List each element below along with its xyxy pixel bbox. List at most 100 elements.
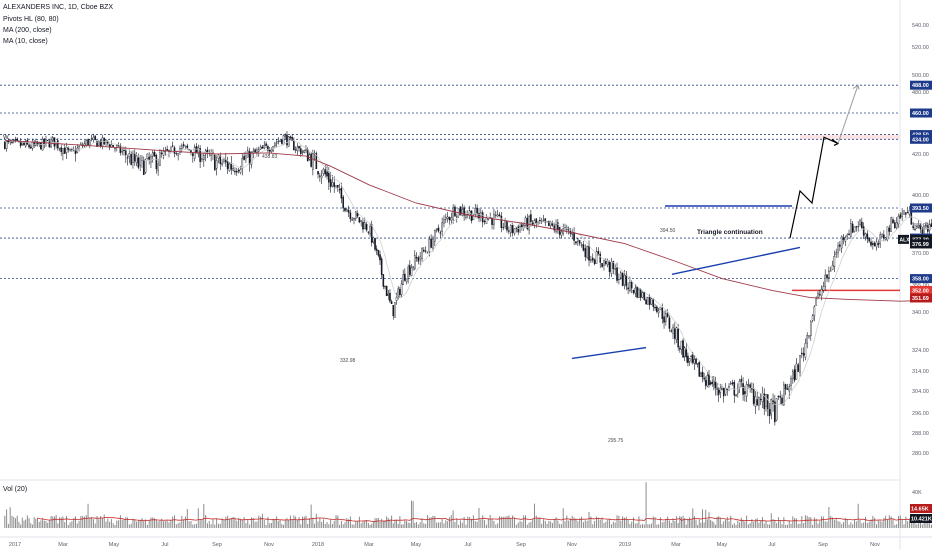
candle-body bbox=[233, 168, 234, 170]
candle-body bbox=[810, 322, 811, 336]
volume-bar bbox=[129, 525, 130, 528]
volume-bar bbox=[394, 520, 395, 528]
volume-bar bbox=[115, 525, 116, 528]
volume-bar bbox=[769, 525, 770, 528]
candle-body bbox=[505, 220, 506, 226]
volume-bar bbox=[852, 524, 853, 528]
volume-bar bbox=[574, 517, 575, 528]
candle-body bbox=[896, 222, 897, 228]
candle-body bbox=[366, 224, 367, 230]
volume-bar bbox=[102, 519, 103, 528]
volume-bar bbox=[626, 517, 627, 528]
candle-body bbox=[618, 279, 619, 280]
volume-bar bbox=[814, 518, 815, 528]
volume-bar bbox=[249, 524, 250, 528]
candle-body bbox=[434, 230, 435, 241]
candle-body bbox=[335, 186, 336, 187]
volume-bar bbox=[187, 509, 188, 528]
candle-body bbox=[132, 153, 133, 163]
candle-body bbox=[150, 157, 151, 163]
volume-bar bbox=[863, 522, 864, 528]
volume-bar bbox=[27, 515, 28, 528]
candle-body bbox=[854, 227, 855, 232]
volume-bar bbox=[692, 508, 693, 528]
volume-bar bbox=[86, 515, 87, 528]
candle-body bbox=[379, 255, 380, 260]
candle-body bbox=[577, 239, 578, 242]
volume-bar bbox=[577, 521, 578, 528]
volume-bar bbox=[800, 523, 801, 528]
volume-bar bbox=[309, 518, 310, 528]
candle-body bbox=[136, 156, 137, 163]
volume-bar bbox=[644, 524, 645, 528]
volume-bar bbox=[447, 521, 448, 528]
volume-bar bbox=[359, 517, 360, 528]
candle-body bbox=[293, 141, 294, 150]
volume-bar bbox=[841, 524, 842, 528]
candle-body bbox=[214, 155, 215, 170]
volume-bar bbox=[190, 521, 191, 528]
candle-body bbox=[418, 258, 419, 262]
candle-body bbox=[739, 381, 740, 388]
candle-body bbox=[104, 138, 105, 144]
candle-body bbox=[403, 275, 404, 285]
candle-body bbox=[889, 228, 890, 231]
close-price-text: 376.99 bbox=[912, 242, 929, 248]
volume-bar bbox=[572, 516, 573, 528]
volume-bar bbox=[163, 521, 164, 528]
volume-bar bbox=[116, 521, 117, 528]
time-axis-label: Sep bbox=[818, 542, 828, 548]
candle-body bbox=[244, 156, 245, 160]
candle-body bbox=[344, 208, 345, 210]
candle-body bbox=[774, 402, 775, 422]
volume-bar bbox=[408, 523, 409, 528]
candle-body bbox=[95, 136, 96, 140]
candle-body bbox=[828, 271, 829, 277]
volume-bar bbox=[598, 518, 599, 528]
volume-bar bbox=[635, 524, 636, 528]
candle-body bbox=[458, 209, 459, 216]
candle-body bbox=[812, 316, 813, 321]
candle-body bbox=[8, 141, 9, 142]
volume-bar bbox=[242, 519, 243, 528]
volume-bar bbox=[6, 509, 7, 528]
candle-body bbox=[267, 146, 268, 150]
candle-body bbox=[163, 151, 164, 155]
candle-body bbox=[834, 256, 835, 266]
candle-body bbox=[907, 212, 908, 213]
volume-bar bbox=[62, 516, 63, 528]
volume-bar bbox=[373, 522, 374, 528]
volume-bar bbox=[529, 523, 530, 528]
candle-body bbox=[732, 383, 733, 384]
volume-bar bbox=[337, 515, 338, 528]
candle-body bbox=[337, 185, 338, 187]
time-axis-label: May bbox=[717, 542, 728, 548]
candle-body bbox=[411, 268, 412, 276]
candle-body bbox=[638, 289, 639, 298]
level-badge-text: 434.00 bbox=[912, 137, 929, 143]
volume-bar bbox=[812, 525, 813, 528]
volume-bar bbox=[885, 516, 886, 528]
volume-bar bbox=[755, 519, 756, 528]
candle-body bbox=[343, 197, 344, 208]
volume-bar bbox=[203, 504, 204, 528]
candle-body bbox=[386, 286, 387, 296]
candle-body bbox=[6, 141, 7, 148]
volume-bar bbox=[152, 517, 153, 528]
volume-bar bbox=[646, 482, 647, 528]
volume-bar bbox=[785, 525, 786, 528]
volume-bar bbox=[220, 524, 221, 528]
volume-bar bbox=[357, 521, 358, 528]
volume-bar bbox=[760, 520, 761, 528]
volume-bar bbox=[565, 521, 566, 528]
volume-bar bbox=[131, 524, 132, 528]
candle-body bbox=[240, 169, 241, 172]
candle-body bbox=[352, 219, 353, 220]
candle-body bbox=[697, 363, 698, 364]
volume-bar bbox=[158, 521, 159, 528]
volume-bar bbox=[765, 521, 766, 528]
candle-body bbox=[512, 225, 513, 233]
volume-bar bbox=[633, 517, 634, 528]
